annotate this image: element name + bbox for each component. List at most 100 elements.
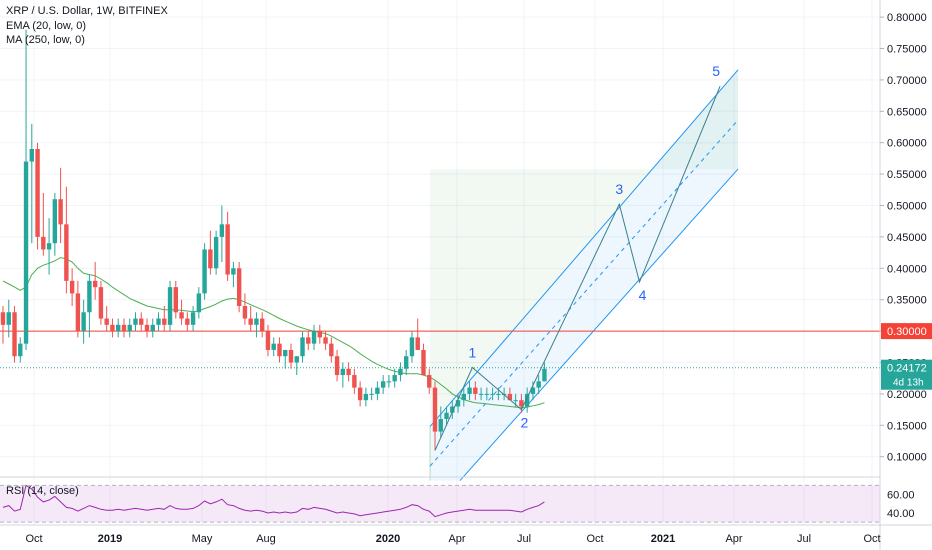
channel-median bbox=[429, 119, 739, 467]
candle bbox=[409, 331, 415, 363]
candle bbox=[329, 337, 334, 363]
candle-body bbox=[392, 375, 397, 382]
wave-label: 1 bbox=[469, 345, 477, 361]
candle bbox=[139, 312, 144, 332]
candle-body bbox=[369, 393, 374, 395]
wave-polyline bbox=[434, 86, 721, 451]
candle bbox=[421, 343, 426, 376]
candle bbox=[162, 305, 167, 332]
candle bbox=[380, 375, 386, 394]
chart-legend: XRP / U.S. Dollar, 1W, BITFINEX EMA (20,… bbox=[6, 4, 168, 48]
candle bbox=[110, 318, 115, 338]
candle-body bbox=[294, 356, 299, 363]
candle bbox=[415, 318, 420, 350]
candle bbox=[323, 331, 328, 350]
ma-legend[interactable]: MA (250, low, 0) bbox=[6, 34, 85, 46]
candle bbox=[41, 192, 46, 256]
y-tick-label: 0.20000 bbox=[887, 389, 927, 401]
channel-upper bbox=[429, 69, 739, 427]
candle bbox=[306, 331, 311, 350]
candle bbox=[461, 387, 466, 407]
candle bbox=[127, 318, 132, 338]
candle bbox=[352, 368, 357, 394]
candle bbox=[236, 262, 242, 313]
candle-body bbox=[363, 393, 369, 401]
candle-body bbox=[415, 337, 420, 350]
x-tick-label: Aug bbox=[256, 533, 276, 545]
candle bbox=[219, 205, 225, 263]
candle bbox=[133, 312, 138, 332]
candle bbox=[231, 262, 236, 288]
candle-body bbox=[162, 318, 167, 325]
candle bbox=[121, 318, 127, 338]
resistance-badge bbox=[881, 323, 932, 340]
candle-body bbox=[357, 387, 363, 401]
candle bbox=[444, 406, 449, 426]
candle bbox=[150, 318, 155, 338]
candle bbox=[478, 387, 484, 401]
candle bbox=[363, 387, 369, 407]
candle-body bbox=[427, 375, 432, 388]
candle bbox=[248, 305, 253, 332]
candle-body bbox=[409, 337, 415, 357]
projection-channel bbox=[429, 69, 739, 481]
candle-body bbox=[317, 331, 322, 338]
y-tick-label: 0.75000 bbox=[887, 44, 927, 56]
candle-body bbox=[133, 318, 138, 325]
candle-body bbox=[173, 287, 178, 313]
x-tick-label: Jul bbox=[797, 533, 811, 545]
x-tick-label: 2021 bbox=[651, 533, 675, 545]
candle-body bbox=[455, 400, 461, 407]
ema-legend[interactable]: EMA (20, low, 0) bbox=[6, 19, 87, 32]
ema-polyline bbox=[2, 257, 545, 409]
candle-body bbox=[139, 318, 144, 325]
candle-body bbox=[98, 287, 104, 319]
candle bbox=[81, 299, 86, 344]
candle bbox=[288, 343, 294, 369]
candle bbox=[536, 375, 541, 394]
y-tick-label: 0.15000 bbox=[887, 420, 927, 432]
candle-body bbox=[75, 293, 81, 332]
wave-label: 2 bbox=[521, 415, 529, 431]
rsi-band bbox=[0, 485, 880, 523]
last-price-text: 0.24172 bbox=[887, 363, 927, 375]
candle bbox=[29, 123, 34, 244]
candle-body bbox=[213, 236, 219, 269]
candle-body bbox=[46, 243, 52, 250]
candle-body bbox=[23, 161, 29, 344]
resistance-badge-text: 0.30000 bbox=[887, 326, 927, 338]
candle-body bbox=[179, 312, 184, 319]
candle-body bbox=[496, 393, 501, 395]
candle-body bbox=[196, 293, 202, 313]
candle bbox=[542, 362, 547, 382]
candle-body bbox=[334, 356, 340, 376]
symbol-title[interactable]: XRP / U.S. Dollar, 1W, BITFINEX bbox=[6, 5, 168, 17]
candle bbox=[46, 218, 52, 275]
candle-body bbox=[340, 368, 346, 376]
candle-body bbox=[87, 280, 92, 313]
candle-body bbox=[18, 343, 23, 357]
candle bbox=[208, 230, 213, 275]
x-tick-label: Oct bbox=[25, 533, 42, 545]
wave-label: 5 bbox=[712, 63, 720, 79]
candle-body bbox=[524, 393, 530, 407]
candle bbox=[190, 305, 196, 332]
candle bbox=[213, 230, 219, 275]
candle bbox=[455, 393, 461, 413]
candle-body bbox=[271, 343, 276, 350]
candle bbox=[524, 387, 530, 413]
candle bbox=[92, 262, 98, 300]
candle-body bbox=[248, 318, 253, 325]
candle-body bbox=[288, 349, 294, 363]
candle-body bbox=[81, 312, 86, 332]
candle-body bbox=[110, 324, 115, 332]
candle-body bbox=[478, 393, 484, 395]
candle bbox=[98, 280, 104, 325]
candle bbox=[242, 293, 248, 325]
y-tick-label: 0.55000 bbox=[887, 169, 927, 181]
candle-body bbox=[64, 224, 69, 281]
candle bbox=[369, 387, 374, 401]
y-tick-label: 0.10000 bbox=[887, 452, 927, 464]
rsi-legend[interactable]: RSI (14, close) bbox=[6, 485, 79, 497]
